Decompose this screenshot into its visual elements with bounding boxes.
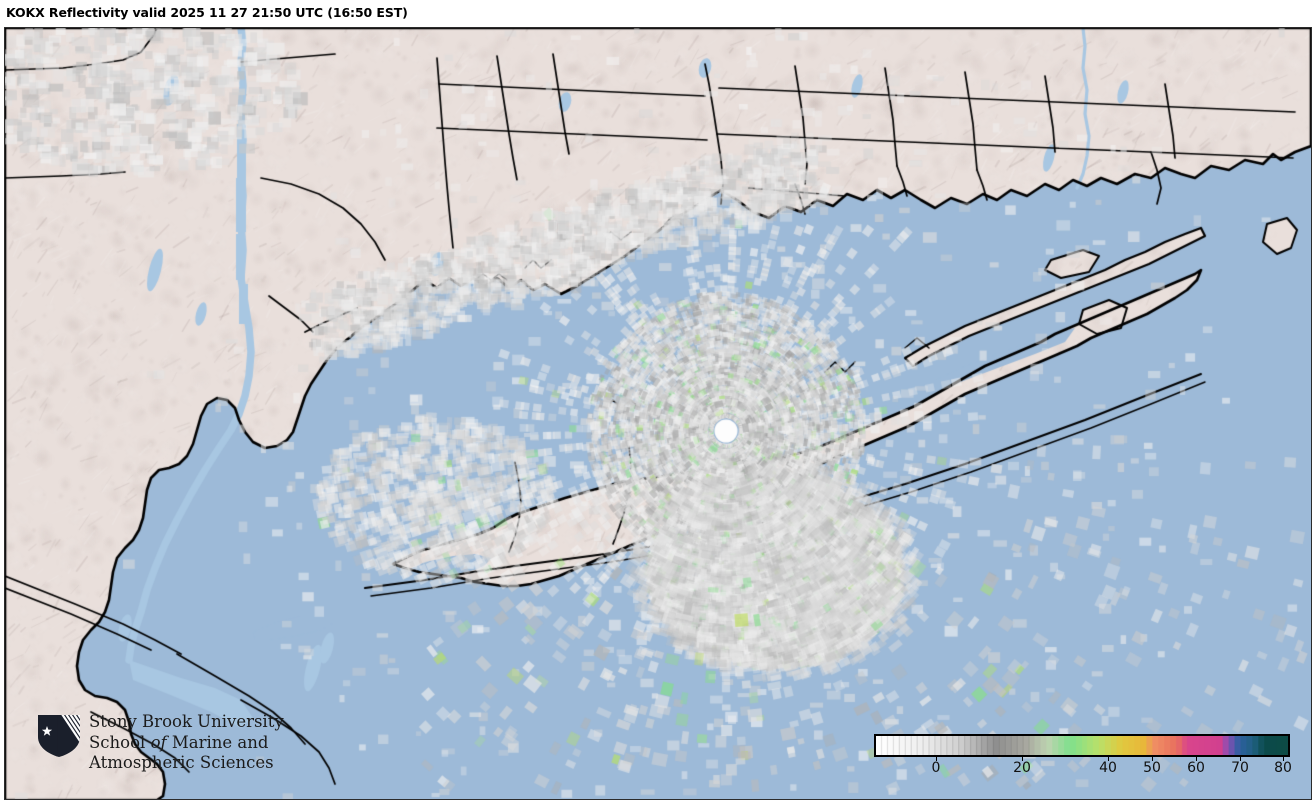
- radar-map-canvas[interactable]: [5, 28, 1311, 799]
- colorbar-tick: [936, 757, 937, 761]
- colorbar-bar: [874, 734, 1290, 757]
- reflectivity-colorbar: 0 20 40 50 60 70 80: [870, 730, 1295, 788]
- colorbar-gradient: [876, 736, 1288, 755]
- colorbar-tick-label: 60: [1187, 760, 1205, 776]
- logo-line-3: Atmospheric Sciences: [89, 753, 274, 772]
- colorbar-tick: [1108, 757, 1109, 761]
- colorbar-tick-label: 0: [931, 760, 941, 776]
- logo-line-2: School of Marine and: [89, 732, 269, 752]
- stony-brook-logo: Stony Brook University School of Marine …: [36, 712, 336, 794]
- logo-line-1: Stony Brook University: [89, 712, 284, 731]
- colorbar-tick-label: 40: [1099, 760, 1117, 776]
- colorbar-tick-label: 80: [1274, 760, 1292, 776]
- colorbar-tick-label: 20: [1013, 760, 1031, 776]
- colorbar-tick-label: 70: [1231, 760, 1249, 776]
- colorbar-tick: [1196, 757, 1197, 761]
- radar-map[interactable]: [4, 27, 1312, 800]
- colorbar-tick: [1022, 757, 1023, 761]
- logo-text: Stony Brook University School of Marine …: [89, 712, 284, 774]
- page-title: KOKX Reflectivity valid 2025 11 27 21:50…: [6, 5, 408, 20]
- colorbar-tick: [1240, 757, 1241, 761]
- colorbar-tick-label: 50: [1143, 760, 1161, 776]
- colorbar-tick: [1152, 757, 1153, 761]
- colorbar-tick: [1283, 757, 1284, 761]
- shield-star-icon: [38, 715, 80, 757]
